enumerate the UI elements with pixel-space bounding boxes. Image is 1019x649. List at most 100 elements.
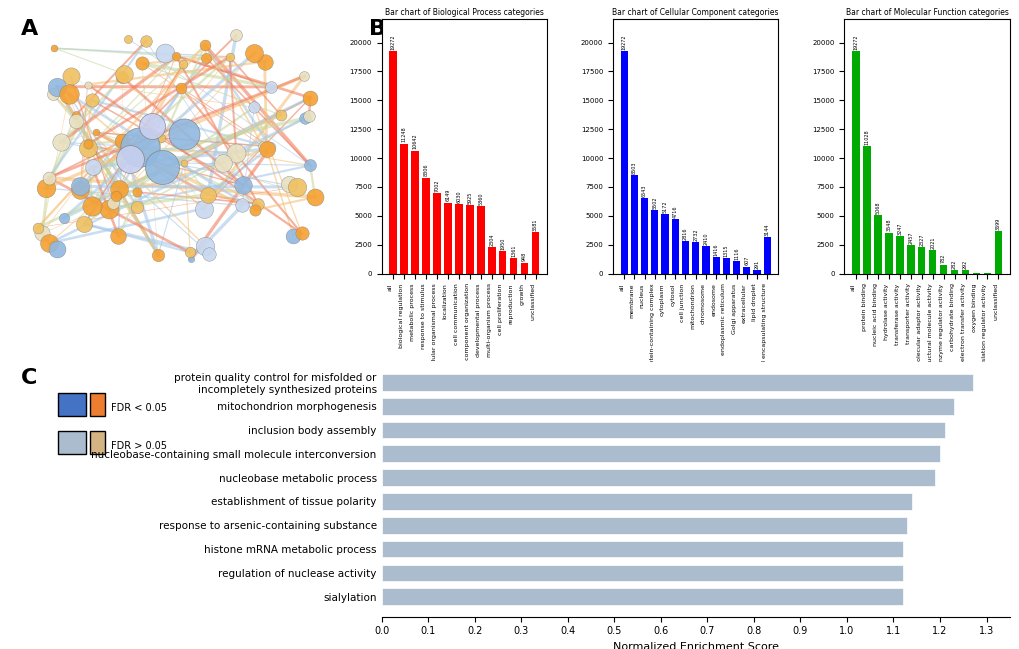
Point (101, 204, 117, 214)
Text: 5502: 5502 (652, 197, 656, 209)
Bar (672, 219, 679, 273)
Point (263, 82, 279, 92)
Point (293, 228, 310, 239)
Point (34, 228, 50, 239)
Point (228, 148, 245, 158)
Point (46, 43, 62, 53)
Bar (733, 261, 740, 273)
Point (234, 180, 251, 190)
Point (173, 83, 190, 93)
Point (81, 139, 97, 149)
Point (49, 82, 65, 92)
Bar (381, 589, 902, 605)
Bar (399, 143, 408, 273)
Point (247, 205, 263, 215)
Bar (640, 198, 647, 273)
Point (62, 71, 78, 81)
Point (67, 116, 84, 127)
Bar (692, 242, 699, 273)
Bar (917, 247, 924, 273)
Text: 5925: 5925 (467, 191, 472, 204)
Point (129, 201, 146, 212)
Bar (381, 398, 953, 415)
Point (107, 191, 123, 201)
Text: 2457: 2457 (907, 232, 912, 244)
Point (256, 56, 272, 67)
Point (114, 72, 130, 82)
Bar (620, 51, 627, 273)
Point (133, 58, 150, 69)
Text: C: C (20, 367, 37, 387)
Bar (895, 236, 903, 273)
Text: 1416: 1416 (713, 243, 718, 256)
Point (175, 129, 192, 139)
Bar (381, 565, 902, 582)
Bar (722, 258, 730, 273)
Bar (477, 206, 484, 273)
FancyBboxPatch shape (58, 393, 87, 416)
Text: 19272: 19272 (853, 34, 858, 50)
Point (152, 132, 168, 143)
Point (122, 154, 139, 164)
Point (233, 201, 250, 211)
Bar (906, 245, 914, 273)
Point (150, 250, 166, 260)
Point (246, 102, 262, 112)
Bar (702, 246, 709, 273)
Bar (381, 422, 944, 438)
Text: 3548: 3548 (886, 219, 891, 232)
Point (131, 141, 148, 152)
X-axis label: Normalized Enrichment Score: Normalized Enrichment Score (612, 642, 777, 649)
Point (72, 181, 89, 191)
Point (110, 184, 126, 194)
Point (76, 219, 93, 229)
Point (157, 48, 173, 58)
Title: Bar chart of Cellular Component categories: Bar chart of Cellular Component categori… (611, 8, 779, 18)
Point (258, 143, 274, 154)
Text: 2327: 2327 (918, 233, 923, 245)
Point (198, 53, 214, 63)
Text: 2816: 2816 (683, 227, 687, 240)
Bar (466, 205, 473, 273)
Point (227, 31, 244, 41)
Bar (381, 469, 934, 486)
Text: 6543: 6543 (641, 184, 646, 197)
FancyBboxPatch shape (90, 393, 105, 416)
Point (128, 187, 145, 197)
Bar (712, 257, 719, 273)
Text: 11028: 11028 (863, 129, 868, 145)
Point (250, 199, 266, 209)
Bar (682, 241, 689, 273)
Point (221, 51, 237, 62)
Point (84, 201, 100, 212)
Point (49, 244, 65, 254)
Point (302, 160, 318, 171)
Title: Bar chart of Molecular Function categories: Bar chart of Molecular Function categori… (845, 8, 1008, 18)
Point (114, 136, 130, 147)
Bar (938, 265, 947, 273)
Point (262, 142, 278, 153)
Text: 8503: 8503 (631, 162, 636, 174)
Point (197, 40, 213, 51)
Point (200, 190, 216, 200)
Bar (994, 231, 1002, 273)
Text: 3699: 3699 (995, 217, 1000, 230)
Point (41, 238, 57, 249)
Point (84, 95, 100, 105)
Point (296, 71, 312, 81)
Text: 2732: 2732 (693, 228, 698, 241)
Point (105, 198, 121, 208)
Bar (862, 146, 870, 273)
Text: 3144: 3144 (764, 224, 769, 236)
Point (138, 36, 154, 46)
Point (110, 231, 126, 241)
Bar (763, 238, 770, 273)
Bar (884, 232, 892, 273)
Text: FDR < 0.05: FDR < 0.05 (111, 403, 167, 413)
Text: 7002: 7002 (434, 179, 439, 191)
Bar (381, 493, 911, 509)
Point (61, 89, 77, 99)
Point (144, 121, 160, 131)
Text: 8306: 8306 (423, 164, 428, 177)
Point (301, 111, 317, 121)
